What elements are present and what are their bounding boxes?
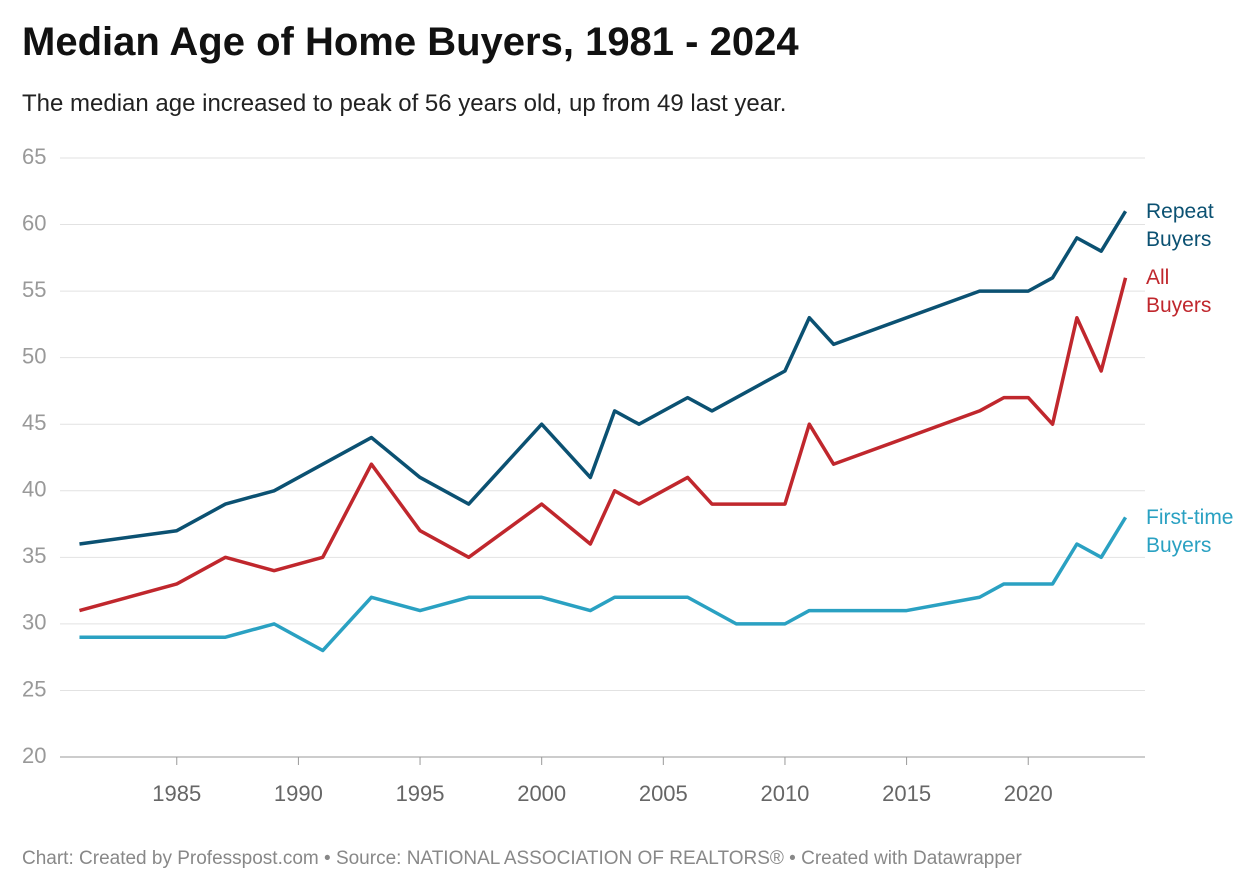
x-tick-label: 2005: [639, 781, 688, 806]
x-tick-label: 2015: [882, 781, 931, 806]
series-label: Repeat Buyers: [1146, 200, 1214, 251]
y-tick-label: 20: [22, 743, 46, 768]
y-tick-label: 30: [22, 610, 46, 635]
series-line: [79, 516, 1128, 653]
x-tick-label: 2000: [517, 781, 566, 806]
footer-source: Chart: Created by Professpost.com • Sour…: [22, 848, 1022, 869]
series-line: [79, 277, 1128, 613]
y-tick-label: 25: [22, 676, 46, 701]
x-tick-label: 2010: [760, 781, 809, 806]
series-line: [79, 210, 1128, 546]
y-tick-label: 65: [22, 144, 46, 169]
chart-title: Median Age of Home Buyers, 1981 - 2024: [22, 20, 799, 64]
series-label: All Buyers: [1146, 266, 1212, 317]
x-tick-label: 2020: [1004, 781, 1053, 806]
series-label: First-time Buyers: [1146, 506, 1234, 557]
y-tick-label: 60: [22, 210, 46, 235]
x-tick-label: 1995: [396, 781, 445, 806]
x-tick-label: 1985: [152, 781, 201, 806]
y-tick-label: 45: [22, 410, 46, 435]
y-tick-label: 35: [22, 543, 46, 568]
x-tick-label: 1990: [274, 781, 323, 806]
y-tick-label: 50: [22, 343, 46, 368]
chart-subtitle: The median age increased to peak of 56 y…: [22, 90, 787, 117]
y-tick-label: 40: [22, 477, 46, 502]
y-tick-label: 55: [22, 277, 46, 302]
